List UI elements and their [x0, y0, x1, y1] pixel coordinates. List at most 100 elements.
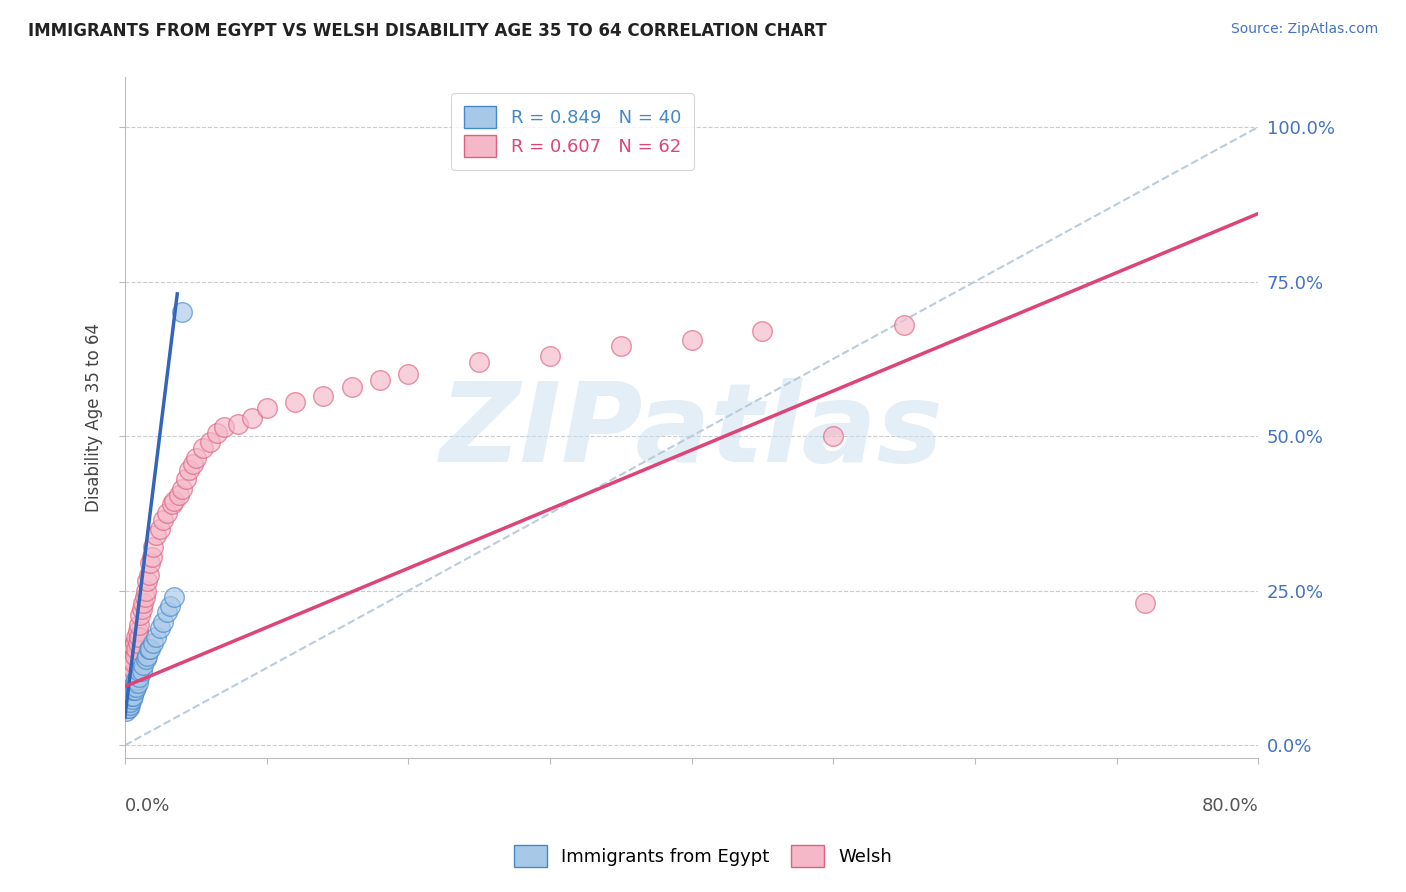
- Point: [134, 590, 156, 604]
- Point: [121, 661, 143, 675]
- Point: [115, 680, 138, 694]
- Point: [117, 670, 139, 684]
- Point: [117, 698, 139, 712]
- Point: [170, 482, 193, 496]
- Point: [121, 651, 143, 665]
- Point: [174, 472, 197, 486]
- Point: [117, 701, 139, 715]
- Point: [120, 689, 142, 703]
- Point: [610, 339, 633, 353]
- Point: [136, 648, 159, 663]
- Point: [198, 435, 221, 450]
- Point: [124, 676, 146, 690]
- Point: [159, 599, 181, 614]
- Point: [118, 664, 141, 678]
- Point: [129, 608, 152, 623]
- Point: [125, 630, 148, 644]
- Point: [135, 583, 157, 598]
- Point: [122, 680, 145, 694]
- Point: [128, 664, 150, 678]
- Legend: Immigrants from Egypt, Welsh: Immigrants from Egypt, Welsh: [508, 838, 898, 874]
- Point: [751, 324, 773, 338]
- Y-axis label: Disability Age 35 to 64: Disability Age 35 to 64: [86, 323, 103, 512]
- Text: ZIPatlas: ZIPatlas: [440, 377, 943, 484]
- Point: [135, 651, 157, 665]
- Point: [117, 682, 139, 697]
- Legend: R = 0.849   N = 40, R = 0.607   N = 62: R = 0.849 N = 40, R = 0.607 N = 62: [451, 94, 693, 169]
- Point: [122, 689, 145, 703]
- Point: [125, 642, 148, 657]
- Point: [170, 305, 193, 319]
- Point: [893, 318, 915, 332]
- Point: [118, 695, 141, 709]
- Point: [124, 648, 146, 663]
- Point: [121, 692, 143, 706]
- Point: [115, 689, 138, 703]
- Point: [191, 442, 214, 456]
- Point: [167, 488, 190, 502]
- Text: 80.0%: 80.0%: [1202, 797, 1258, 814]
- Point: [117, 695, 139, 709]
- Text: IMMIGRANTS FROM EGYPT VS WELSH DISABILITY AGE 35 TO 64 CORRELATION CHART: IMMIGRANTS FROM EGYPT VS WELSH DISABILIT…: [28, 22, 827, 40]
- Point: [127, 636, 149, 650]
- Point: [256, 401, 278, 416]
- Point: [120, 698, 142, 712]
- Point: [136, 574, 159, 589]
- Point: [149, 621, 172, 635]
- Point: [139, 556, 162, 570]
- Point: [681, 333, 703, 347]
- Point: [312, 389, 335, 403]
- Point: [121, 682, 143, 697]
- Point: [240, 410, 263, 425]
- Point: [368, 374, 391, 388]
- Point: [132, 596, 155, 610]
- Point: [142, 541, 165, 555]
- Text: 0.0%: 0.0%: [125, 797, 170, 814]
- Point: [128, 670, 150, 684]
- Point: [131, 664, 153, 678]
- Point: [131, 602, 153, 616]
- Point: [127, 676, 149, 690]
- Point: [205, 425, 228, 440]
- Point: [152, 513, 174, 527]
- Point: [139, 642, 162, 657]
- Point: [468, 355, 491, 369]
- Point: [145, 630, 167, 644]
- Point: [396, 368, 419, 382]
- Point: [120, 670, 142, 684]
- Point: [177, 463, 200, 477]
- Point: [823, 429, 845, 443]
- Point: [115, 704, 138, 718]
- Text: Source: ZipAtlas.com: Source: ZipAtlas.com: [1230, 22, 1378, 37]
- Point: [121, 689, 143, 703]
- Point: [156, 507, 179, 521]
- Point: [212, 420, 235, 434]
- Point: [160, 497, 183, 511]
- Point: [132, 657, 155, 672]
- Point: [120, 657, 142, 672]
- Point: [184, 450, 207, 465]
- Point: [163, 590, 186, 604]
- Point: [1133, 596, 1156, 610]
- Point: [145, 528, 167, 542]
- Point: [138, 568, 160, 582]
- Point: [118, 701, 141, 715]
- Point: [152, 615, 174, 629]
- Point: [120, 695, 142, 709]
- Point: [226, 417, 249, 431]
- Point: [163, 494, 186, 508]
- Point: [127, 624, 149, 638]
- Point: [149, 522, 172, 536]
- Point: [122, 682, 145, 697]
- Point: [120, 686, 142, 700]
- Point: [122, 655, 145, 669]
- Point: [138, 642, 160, 657]
- Point: [141, 549, 163, 564]
- Point: [538, 349, 561, 363]
- Point: [156, 605, 179, 619]
- Point: [128, 617, 150, 632]
- Point: [128, 630, 150, 644]
- Point: [122, 640, 145, 654]
- Point: [124, 682, 146, 697]
- Point: [142, 636, 165, 650]
